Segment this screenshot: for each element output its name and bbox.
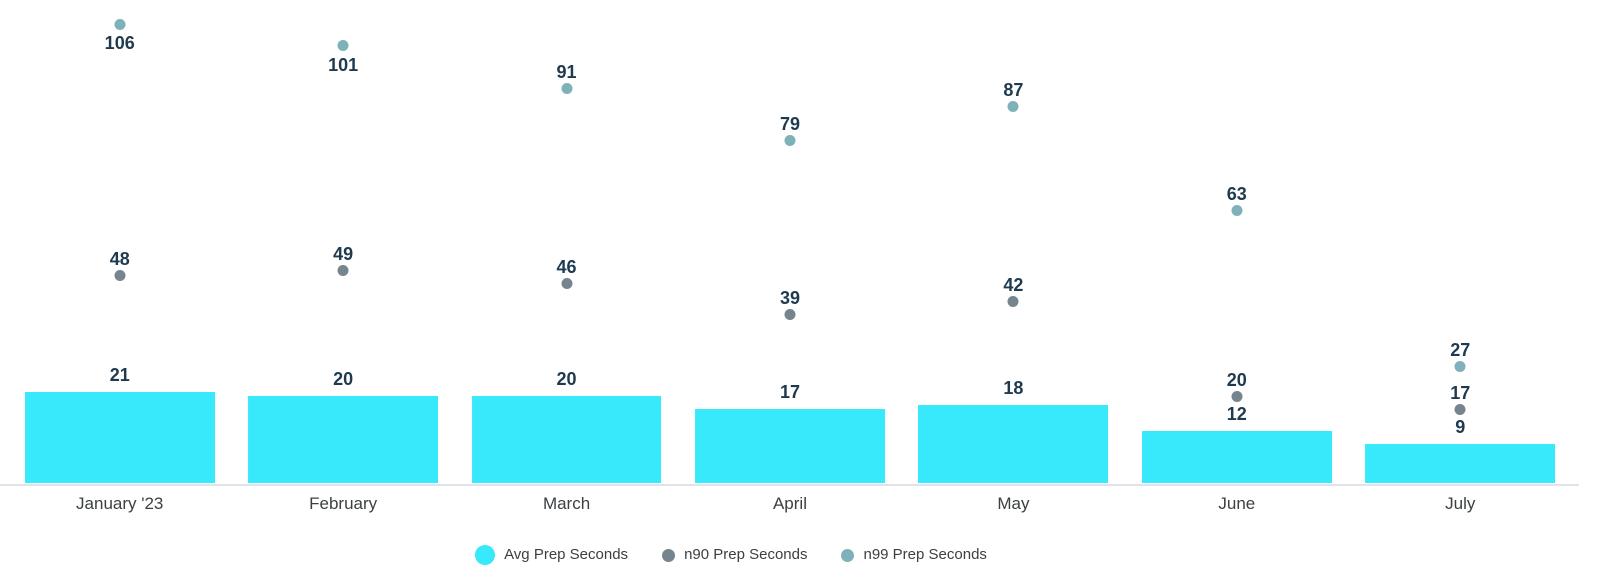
dot-value-label: 101 bbox=[328, 54, 359, 75]
category-band: 12 20 63 bbox=[1125, 0, 1348, 483]
bar-value-label: 20 bbox=[333, 369, 354, 390]
dot-n90[interactable] bbox=[114, 269, 126, 281]
dot-n90[interactable] bbox=[784, 308, 796, 320]
dot-n99[interactable] bbox=[1454, 360, 1466, 372]
dot-value-label: 17 bbox=[1450, 382, 1471, 403]
legend-swatch-icon bbox=[841, 548, 855, 562]
dot-value-label: 42 bbox=[1003, 274, 1024, 295]
category-band: 20 49 101 bbox=[231, 0, 454, 483]
category-band: 18 42 87 bbox=[902, 0, 1125, 483]
dot-value-label: 91 bbox=[556, 62, 577, 83]
bar-avg-prep-seconds[interactable] bbox=[1141, 431, 1332, 483]
category-band: 17 39 79 bbox=[678, 0, 901, 483]
bar-avg-prep-seconds[interactable] bbox=[248, 396, 439, 483]
legend-swatch-icon bbox=[662, 548, 676, 562]
bar-value-label: 21 bbox=[109, 365, 130, 386]
legend-item-avg[interactable]: Avg Prep Seconds bbox=[475, 541, 628, 569]
bar-value-label: 9 bbox=[1455, 417, 1466, 438]
bar-value-label: 17 bbox=[779, 382, 800, 403]
x-axis-label: May bbox=[997, 494, 1030, 513]
dot-value-label: 39 bbox=[779, 287, 800, 308]
dot-value-label: 27 bbox=[1450, 339, 1471, 360]
x-axis-labels: January '23 February March April May June July bbox=[8, 493, 1572, 515]
legend: Avg Prep Seconds n90 Prep Seconds n99 Prep… bbox=[0, 541, 1462, 569]
bar-avg-prep-seconds[interactable] bbox=[918, 405, 1109, 483]
category-band: 21 48 106 bbox=[8, 0, 231, 483]
dot-value-label: 79 bbox=[779, 114, 800, 135]
dot-n90[interactable] bbox=[337, 265, 349, 277]
dot-value-label: 20 bbox=[1226, 369, 1247, 390]
dot-n90[interactable] bbox=[561, 278, 573, 290]
dot-value-label: 46 bbox=[556, 257, 577, 278]
bar-value-label: 12 bbox=[1226, 404, 1247, 425]
dot-n90[interactable] bbox=[1007, 295, 1019, 307]
legend-item-n99[interactable]: n99 Prep Seconds bbox=[841, 541, 987, 569]
category-band: 9 17 27 bbox=[1349, 0, 1572, 483]
x-axis-label: March bbox=[542, 494, 591, 513]
legend-swatch-icon bbox=[475, 545, 496, 565]
dot-n99[interactable] bbox=[337, 40, 349, 52]
x-axis-label: April bbox=[772, 494, 807, 513]
dot-value-label: 48 bbox=[109, 248, 130, 269]
bar-avg-prep-seconds[interactable] bbox=[471, 396, 662, 483]
dot-value-label: 106 bbox=[104, 33, 135, 54]
legend-label: n90 Prep Seconds bbox=[684, 546, 808, 563]
dot-n99[interactable] bbox=[1231, 204, 1243, 216]
x-axis-line bbox=[0, 484, 1579, 486]
dot-n99[interactable] bbox=[561, 83, 573, 95]
dot-n90[interactable] bbox=[1231, 390, 1243, 402]
legend-item-n90[interactable]: n90 Prep Seconds bbox=[662, 541, 807, 569]
dot-value-label: 87 bbox=[1003, 79, 1024, 100]
legend-label: Avg Prep Seconds bbox=[504, 546, 629, 563]
x-axis-label: July bbox=[1445, 494, 1476, 513]
bar-value-label: 20 bbox=[556, 369, 577, 390]
bar-avg-prep-seconds[interactable] bbox=[1365, 444, 1556, 483]
dot-value-label: 63 bbox=[1226, 183, 1247, 204]
x-axis-label: June bbox=[1218, 494, 1256, 513]
x-axis-label: February bbox=[309, 494, 378, 513]
bar-avg-prep-seconds[interactable] bbox=[695, 409, 885, 483]
x-axis-label: January '23 bbox=[76, 494, 164, 513]
dot-n90[interactable] bbox=[1454, 403, 1466, 415]
plot-area: 21 48 106 20 49 101 20 46 91 17 39 79 18 42 87 12 20 63 9 1… bbox=[8, 0, 1572, 483]
bar-value-label: 18 bbox=[1003, 378, 1024, 399]
category-band: 20 46 91 bbox=[455, 0, 678, 483]
dot-n99[interactable] bbox=[784, 135, 796, 147]
dot-n99[interactable] bbox=[1007, 100, 1019, 112]
dot-value-label: 49 bbox=[333, 244, 354, 265]
bar-avg-prep-seconds[interactable] bbox=[24, 392, 215, 483]
dot-n99[interactable] bbox=[114, 18, 126, 30]
legend-label: n99 Prep Seconds bbox=[863, 546, 987, 563]
